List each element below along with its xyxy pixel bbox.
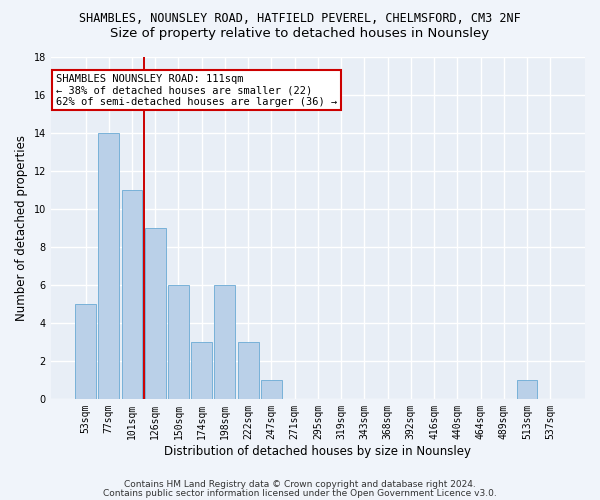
- Bar: [122, 190, 142, 399]
- Bar: [214, 284, 235, 399]
- Bar: [75, 304, 96, 399]
- X-axis label: Distribution of detached houses by size in Nounsley: Distribution of detached houses by size …: [164, 444, 472, 458]
- Text: Size of property relative to detached houses in Nounsley: Size of property relative to detached ho…: [110, 28, 490, 40]
- Bar: [98, 132, 119, 399]
- Bar: [238, 342, 259, 399]
- Text: Contains HM Land Registry data © Crown copyright and database right 2024.: Contains HM Land Registry data © Crown c…: [124, 480, 476, 489]
- Bar: [517, 380, 538, 399]
- Text: Contains public sector information licensed under the Open Government Licence v3: Contains public sector information licen…: [103, 488, 497, 498]
- Bar: [168, 284, 189, 399]
- Bar: [145, 228, 166, 399]
- Bar: [191, 342, 212, 399]
- Text: SHAMBLES NOUNSLEY ROAD: 111sqm
← 38% of detached houses are smaller (22)
62% of : SHAMBLES NOUNSLEY ROAD: 111sqm ← 38% of …: [56, 74, 337, 107]
- Text: SHAMBLES, NOUNSLEY ROAD, HATFIELD PEVEREL, CHELMSFORD, CM3 2NF: SHAMBLES, NOUNSLEY ROAD, HATFIELD PEVERE…: [79, 12, 521, 26]
- Y-axis label: Number of detached properties: Number of detached properties: [15, 134, 28, 320]
- Bar: [261, 380, 282, 399]
